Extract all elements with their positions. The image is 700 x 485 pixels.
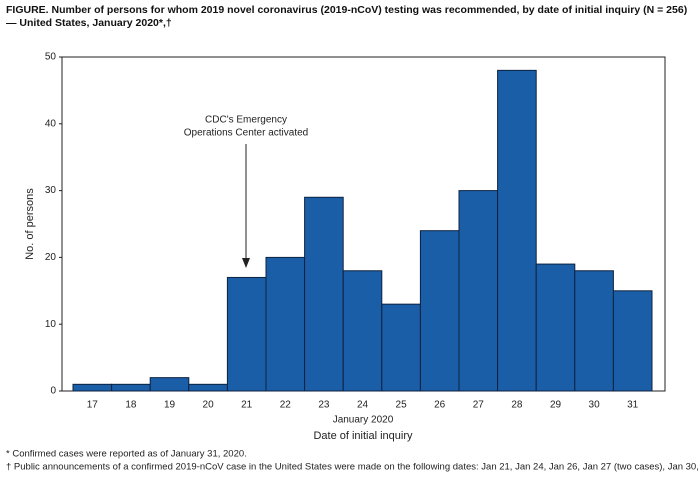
y-tick-label: 0 [50,386,56,397]
footnote: * Confirmed cases were reported as of Ja… [6,449,247,460]
bar [497,69,537,392]
arrow-head [242,258,250,268]
bar [342,270,383,392]
y-axis-label: No. of persons [24,188,36,260]
x-tick-label: 22 [280,400,292,411]
y-tick-label: 30 [45,185,57,196]
bar [111,383,151,392]
bar [265,256,306,392]
y-tick-label: 10 [45,319,57,330]
x-tick-label: 31 [627,400,639,411]
x-tick-label: 19 [164,400,176,411]
bar [226,276,267,392]
annotation: Operations Center activated [184,128,309,139]
annotation: CDC's Emergency [205,115,287,126]
chart-title: FIGURE. Number of persons for whom 2019 … [6,4,688,29]
bar [72,383,113,392]
x-tick-label: 30 [589,400,601,411]
bar [149,377,190,392]
bar [304,196,344,392]
bar [419,230,460,392]
x-sublabel: January 2020 [333,415,394,426]
x-tick-label: 29 [550,400,562,411]
x-tick-label: 24 [357,400,369,411]
y-tick-label: 40 [45,118,57,129]
x-tick-label: 28 [511,400,523,411]
bar [458,190,499,392]
bar [574,270,614,392]
x-tick-label: 20 [203,400,215,411]
x-tick-label: 21 [241,400,253,411]
x-tick-label: 18 [125,400,137,411]
y-tick-label: 20 [45,252,57,263]
bar [381,303,421,392]
y-tick-label: 50 [45,52,57,63]
x-tick-label: 26 [434,400,446,411]
x-tick-label: 27 [473,400,485,411]
x-axis-label: Date of initial inquiry [313,430,413,442]
bar [535,263,576,392]
x-tick-label: 23 [318,400,330,411]
x-tick-label: 25 [396,400,408,411]
x-tick-label: 17 [87,400,99,411]
footnote: † Public announcements of a confirmed 20… [6,462,700,473]
bar [612,290,653,392]
bar [188,383,228,392]
